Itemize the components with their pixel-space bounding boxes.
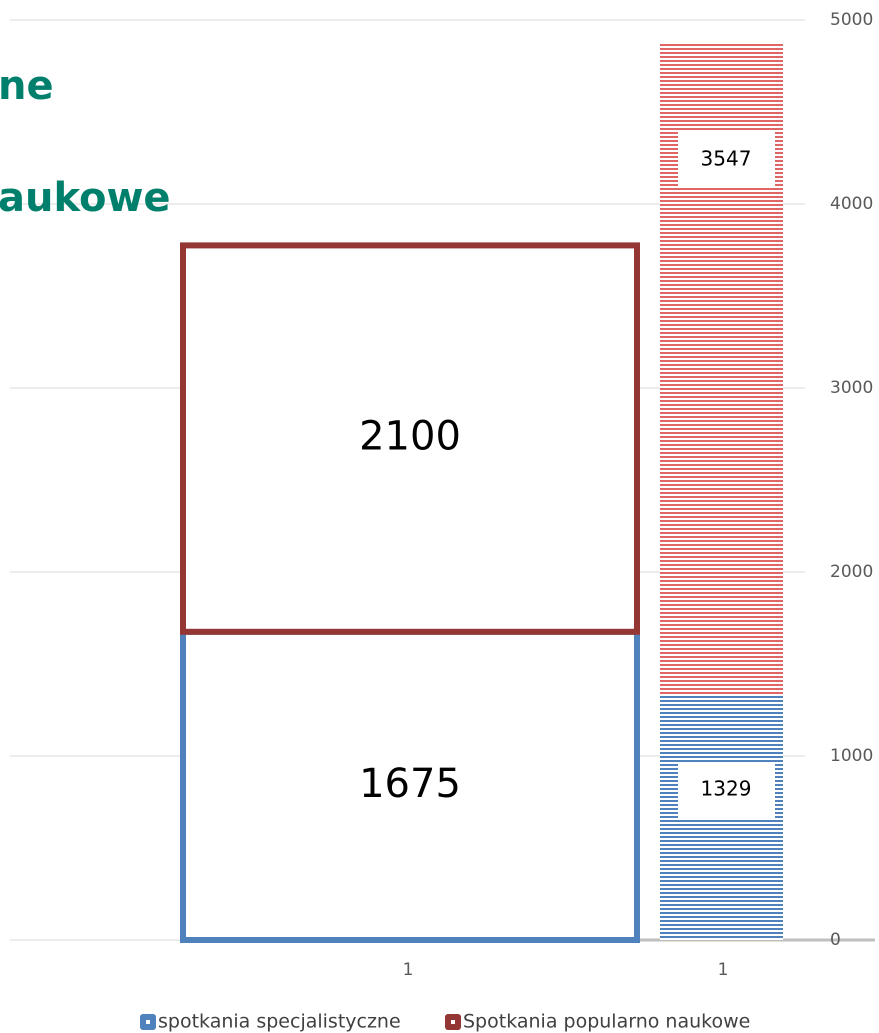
y-tick-label: 4000: [830, 194, 873, 214]
x-tick-label: 1: [718, 960, 729, 980]
chart-title: ne: [0, 63, 54, 109]
y-tick-label: 5000: [830, 10, 873, 30]
y-tick-label: 0: [830, 930, 841, 950]
y-tick-label: 2000: [830, 562, 873, 582]
y-tick-label: 1000: [830, 746, 873, 766]
label-bg: [678, 762, 775, 818]
label-bg: [678, 132, 775, 188]
legend-swatch-dot: [451, 1020, 455, 1024]
data-label: 2100: [359, 414, 461, 460]
legend-label: spotkania specjalistyczne: [158, 1011, 401, 1033]
chart-title: aukowe: [0, 175, 171, 221]
data-label: 1329: [701, 777, 752, 801]
y-tick-label: 3000: [830, 378, 873, 398]
data-label: 3547: [701, 147, 752, 171]
legend-swatch-dot: [146, 1020, 150, 1024]
legend-label: Spotkania popularno naukowe: [463, 1011, 750, 1033]
bar-segment: [180, 242, 640, 635]
x-tick-label: 1: [403, 960, 414, 980]
data-label: 1675: [359, 761, 461, 807]
bar-segment: [180, 628, 640, 943]
